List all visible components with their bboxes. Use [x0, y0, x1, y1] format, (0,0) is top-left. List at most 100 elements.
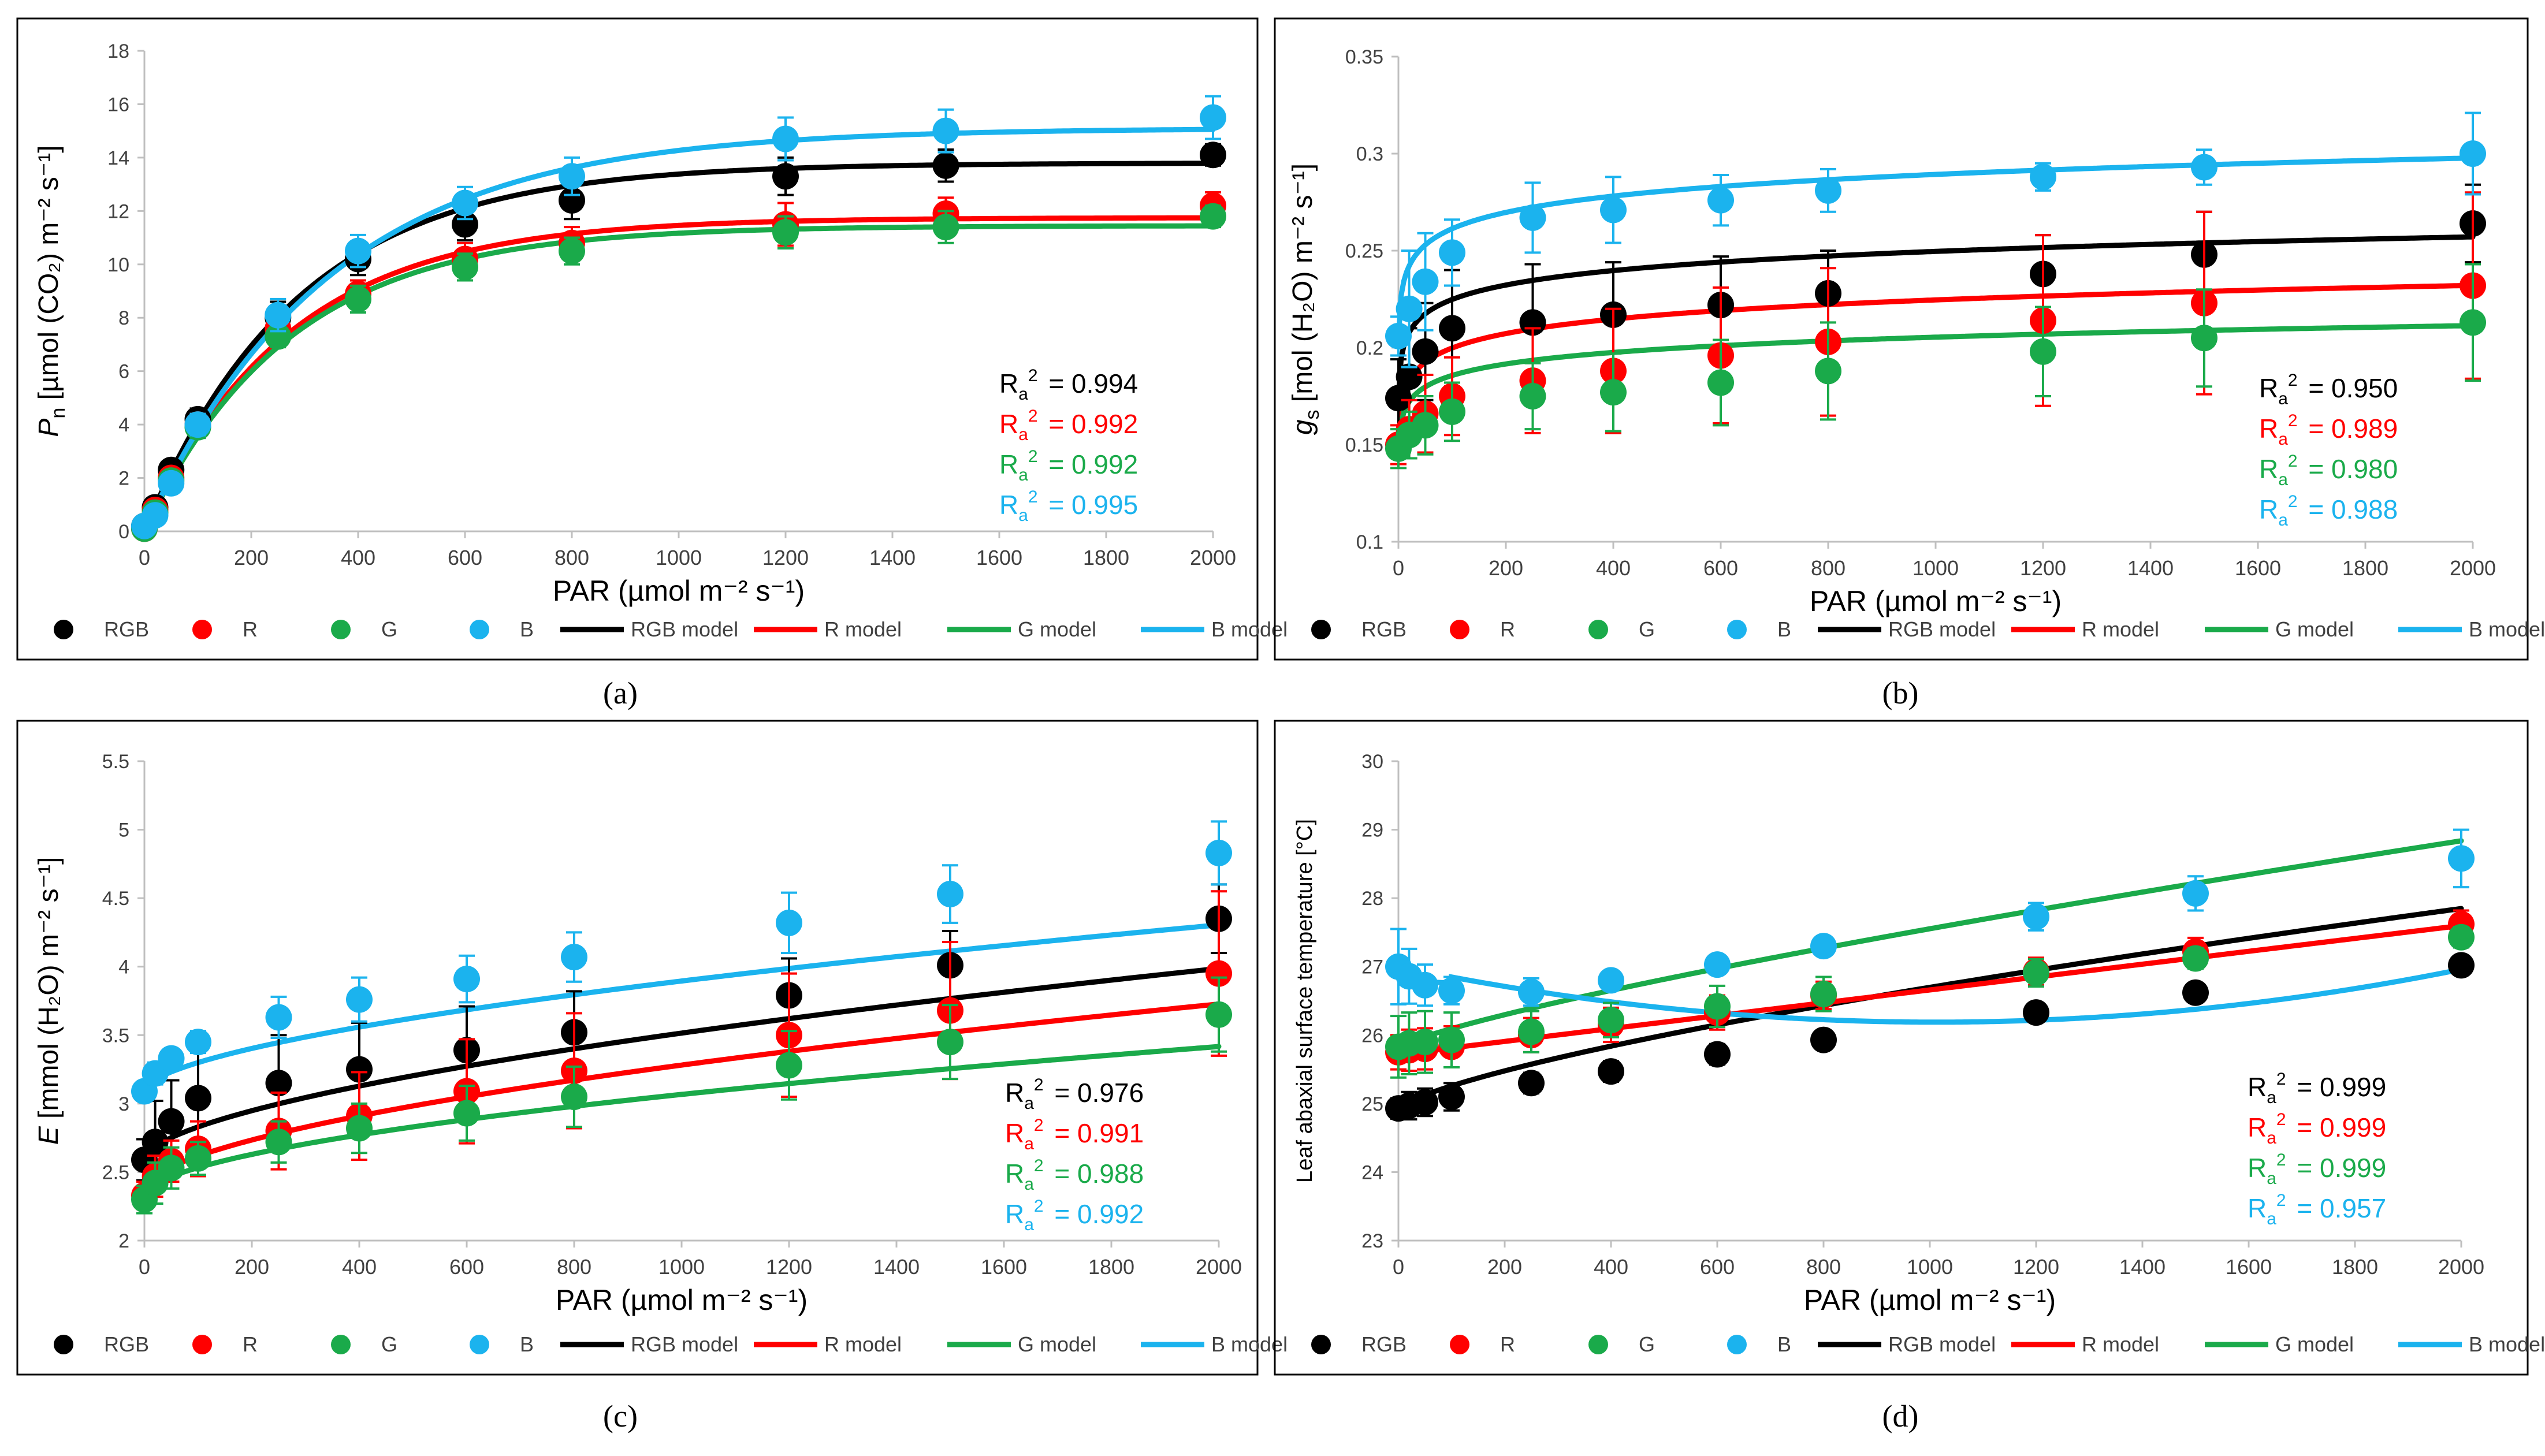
r2-value: = 0.999	[2290, 1153, 2387, 1183]
x-tick-label: 2000	[1196, 1255, 1242, 1279]
y-tick-label: 30	[1361, 751, 1383, 773]
r2-value: = 0.957	[2290, 1193, 2387, 1223]
legend-label-r: R	[1500, 1332, 1515, 1356]
panel-label: (c)	[603, 1399, 638, 1433]
y-tick-label: 4	[118, 956, 129, 978]
x-tick-label: 0	[139, 1255, 150, 1279]
data-point-b	[2191, 154, 2217, 181]
x-tick-label: 0	[1393, 1255, 1404, 1279]
data-point-b	[1205, 839, 1232, 866]
legend-label-b-model: B model	[2469, 617, 2545, 641]
y-tick-label: 3	[118, 1093, 129, 1115]
y-tick-label: 29	[1361, 820, 1383, 841]
chart-panel-1: 0 200 400 600 800 1000 1200 1400 1600 1800 2000 0 2 4…	[16, 17, 1288, 710]
data-point-b	[1412, 268, 1439, 295]
data-point-rgb	[1412, 338, 1439, 365]
r2-value: = 0.988	[1047, 1159, 1144, 1189]
x-axis-title: PAR (µmol m⁻² s⁻¹)	[556, 1284, 808, 1316]
y-tick-label: 2	[118, 468, 129, 490]
legend-marker-r	[192, 620, 212, 639]
r2-superscript: 2	[1028, 407, 1038, 426]
data-point-g	[265, 1129, 292, 1156]
x-axis-title: PAR (µmol m⁻² s⁻¹)	[1810, 585, 2062, 617]
data-point-rgb	[452, 211, 478, 238]
legend-label-g: G	[381, 617, 397, 641]
y-tick-label: 0	[118, 521, 129, 543]
x-tick-label: 1200	[766, 1255, 812, 1279]
r2-annotation-g: Ra2 = 0.988	[1005, 1156, 1144, 1194]
data-point-g	[1704, 993, 1731, 1020]
data-point-g	[1412, 412, 1439, 439]
data-point-b	[453, 966, 480, 993]
y-tick-label: 18	[107, 40, 129, 62]
legend-label-r-model: R model	[824, 617, 902, 641]
x-tick-label: 1000	[1913, 556, 1959, 580]
model-curve-b	[1396, 155, 2476, 341]
data-point-rgb	[1518, 1070, 1545, 1097]
panel-label: (d)	[1882, 1399, 1919, 1433]
data-point-b	[158, 1045, 185, 1072]
y-tick-label: 25	[1361, 1093, 1383, 1115]
r2-annotation-r: Ra2 = 0.989	[2259, 411, 2398, 449]
r2-symbol: R	[2248, 1153, 2267, 1183]
r2-annotation-r: Ra2 = 0.999	[2248, 1110, 2386, 1148]
x-tick-label: 1800	[1088, 1255, 1134, 1279]
y-axis-title-unit: [mol (H₂O) m⁻² s⁻¹]	[1288, 163, 1318, 410]
y-tick-label: 12	[107, 200, 129, 222]
model-curve-g	[142, 223, 1216, 534]
legend-marker-rgb	[54, 620, 73, 639]
data-point-g	[2182, 945, 2209, 972]
data-point-g	[2023, 959, 2049, 986]
model-curve-g	[1396, 323, 2476, 455]
y-axis-title-variable: E	[34, 1126, 64, 1145]
data-point-rgb	[1412, 1089, 1438, 1116]
legend-label-g-model: G model	[2275, 1332, 2354, 1356]
model-curve-g	[142, 1044, 1222, 1198]
legend-label-b: B	[1777, 1332, 1791, 1356]
r2-symbol: R	[999, 368, 1018, 399]
y-tick-label: 8	[118, 307, 129, 329]
x-tick-label: 2000	[2438, 1255, 2484, 1279]
y-axis-title-unit: [mmol (H₂O) m⁻² s⁻¹]	[34, 857, 64, 1127]
r2-subscript: a	[2267, 1088, 2276, 1107]
r2-value: = 0.976	[1047, 1078, 1144, 1108]
x-tick-label: 1400	[2119, 1255, 2166, 1279]
data-point-rgb	[1598, 1058, 1624, 1085]
r2-subscript: a	[2278, 470, 2288, 489]
data-point-g	[1412, 1029, 1438, 1056]
y-axis-title: gs [mol (H₂O) m⁻² s⁻¹]	[1288, 163, 1323, 435]
x-tick-label: 800	[1806, 1255, 1841, 1279]
r2-annotation-rgb: Ra2 = 0.950	[2259, 371, 2398, 408]
y-tick-label: 10	[107, 254, 129, 276]
legend-label-r: R	[1500, 617, 1515, 641]
data-point-b	[184, 411, 211, 438]
data-point-rgb	[2023, 999, 2049, 1026]
r2-annotation-r: Ra2 = 0.991	[1005, 1116, 1144, 1153]
y-axis-title-variable: P	[34, 419, 64, 437]
legend-label-g: G	[381, 1332, 397, 1356]
x-tick-label: 600	[448, 546, 482, 569]
data-point-b	[937, 881, 963, 908]
r2-superscript: 2	[2288, 492, 2298, 511]
legend-marker-b	[470, 620, 489, 639]
data-point-g	[158, 1155, 185, 1182]
data-point-b	[1438, 977, 1465, 1004]
r2-annotation-g: Ra2 = 0.999	[2248, 1150, 2386, 1188]
r2-superscript: 2	[1028, 487, 1038, 507]
data-point-g	[932, 214, 959, 241]
data-point-b	[142, 502, 169, 529]
legend-marker-g	[331, 620, 351, 639]
x-tick-label: 800	[557, 1255, 591, 1279]
y-tick-label: 16	[107, 94, 129, 116]
data-point-b	[1598, 967, 1624, 994]
legend-label-b-model: B model	[2469, 1332, 2545, 1356]
y-tick-label: 4	[118, 414, 129, 436]
data-point-g	[1519, 383, 1546, 409]
r2-subscript: a	[1018, 466, 1028, 485]
y-axis-title: Leaf abaxial surface temperature [°C]	[1293, 819, 1317, 1183]
r2-subscript: a	[1024, 1175, 1034, 1194]
data-point-g	[559, 237, 585, 265]
data-point-b	[1600, 196, 1627, 224]
panel-label: (a)	[603, 676, 638, 710]
y-tick-label: 23	[1361, 1230, 1383, 1252]
